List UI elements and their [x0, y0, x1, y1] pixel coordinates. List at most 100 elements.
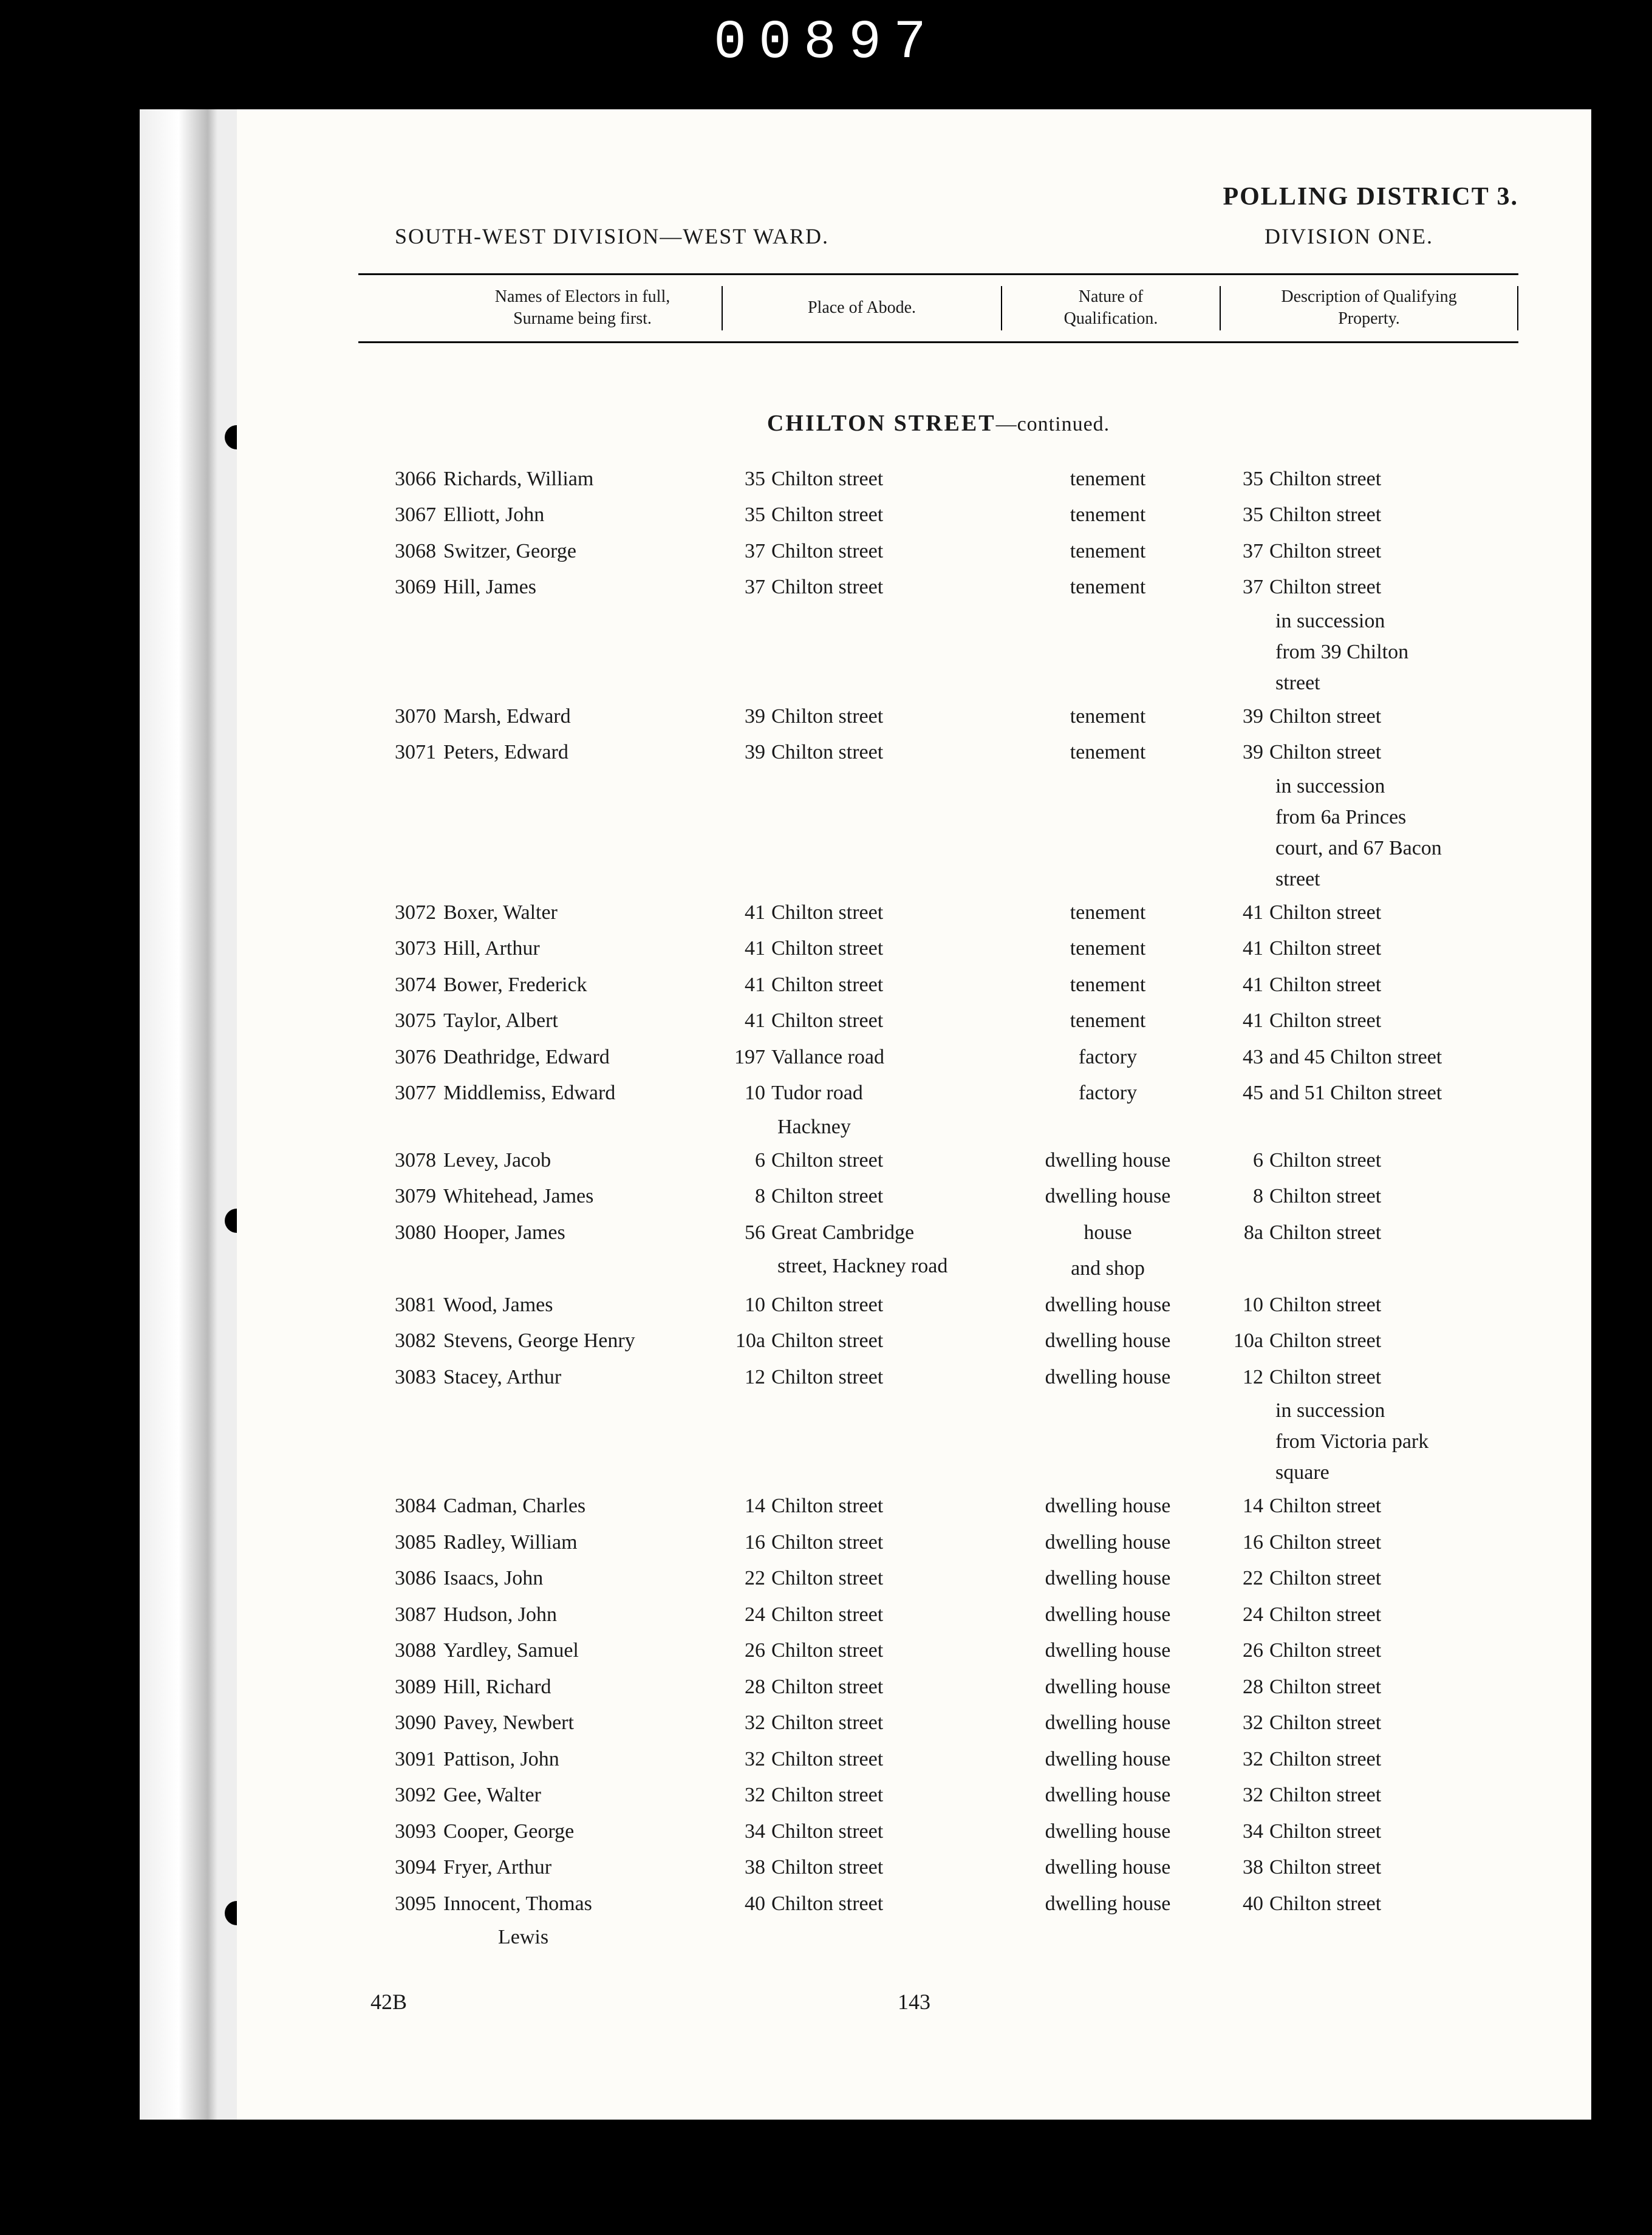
entry-number: 3089	[358, 1669, 443, 1705]
entry-number: 3077	[358, 1075, 443, 1142]
entry-number: 3075	[358, 1003, 443, 1039]
place-of-abode: 10aChilton street	[723, 1323, 1002, 1359]
qualifying-property: 39Chilton street	[1221, 698, 1518, 735]
place-of-abode: 6Chilton street	[723, 1142, 1002, 1179]
qualifying-property: 26Chilton street	[1221, 1633, 1518, 1669]
nature-of-qualification: tenement	[1002, 930, 1221, 967]
nature-of-qualification: tenement	[1002, 1003, 1221, 1039]
property-continuation: in succession	[1221, 771, 1511, 802]
place-of-abode: 56Great Cambridgestreet, Hackney road	[723, 1215, 1002, 1287]
place-of-abode: 38Chilton street	[723, 1849, 1002, 1886]
qualifying-property: 8Chilton street	[1221, 1178, 1518, 1215]
nature-of-qualification: dwelling house	[1002, 1323, 1221, 1359]
qualifying-property: 37Chilton street	[1221, 533, 1518, 570]
entry-number: 3080	[358, 1215, 443, 1287]
electoral-register: 3066Richards, William35Chilton streetten…	[358, 461, 1518, 1953]
entry-number: 3082	[358, 1323, 443, 1359]
qualifying-property: 35Chilton street	[1221, 497, 1518, 533]
property-continuation: from 39 Chilton	[1221, 636, 1511, 667]
qualifying-property: 41Chilton street	[1221, 1003, 1518, 1039]
nature-of-qualification: dwelling house	[1002, 1814, 1221, 1850]
continued-label: —continued.	[996, 413, 1110, 435]
qualifying-property: 6Chilton street	[1221, 1142, 1518, 1179]
place-of-abode: 41Chilton street	[723, 895, 1002, 931]
page-footer: 42B 143	[358, 1989, 1518, 2015]
entry-number: 3071	[358, 734, 443, 895]
entry-number: 3068	[358, 533, 443, 570]
elector-name: Fryer, Arthur	[443, 1849, 723, 1886]
qualifying-property: 22Chilton street	[1221, 1560, 1518, 1597]
qualifying-property: 8aChilton street	[1221, 1215, 1518, 1287]
entry-number: 3087	[358, 1597, 443, 1633]
nature-of-qualification: dwelling house	[1002, 1886, 1221, 1953]
place-of-abode: 14Chilton street	[723, 1488, 1002, 1524]
abode-continuation: Hackney	[723, 1111, 995, 1142]
qualifying-property: 39Chilton streetin successionfrom 6a Pri…	[1221, 734, 1518, 895]
place-of-abode: 37Chilton street	[723, 533, 1002, 570]
entry-number: 3094	[358, 1849, 443, 1886]
qualifying-property: 37Chilton streetin successionfrom 39 Chi…	[1221, 569, 1518, 698]
place-of-abode: 39Chilton street	[723, 698, 1002, 735]
qualifying-property: 24Chilton street	[1221, 1597, 1518, 1633]
nature-of-qualification: tenement	[1002, 497, 1221, 533]
elector-name: Isaacs, John	[443, 1560, 723, 1597]
place-of-abode: 34Chilton street	[723, 1814, 1002, 1850]
entry-number: 3070	[358, 698, 443, 735]
elector-name: Peters, Edward	[443, 734, 723, 895]
elector-name: Hill, Arthur	[443, 930, 723, 967]
nature-of-qualification: dwelling house	[1002, 1741, 1221, 1778]
place-of-abode: 41Chilton street	[723, 967, 1002, 1003]
property-continuation: in succession	[1221, 1395, 1511, 1426]
elector-name: Radley, William	[443, 1524, 723, 1561]
entry-number: 3081	[358, 1287, 443, 1323]
column-headers: Names of Electors in full, Surname being…	[358, 273, 1518, 343]
page-number: 143	[898, 1989, 930, 2015]
place-of-abode: 10Chilton street	[723, 1287, 1002, 1323]
nature-of-qualification: dwelling house	[1002, 1633, 1221, 1669]
nature-of-qualification: dwelling house	[1002, 1777, 1221, 1814]
elector-name: Hudson, John	[443, 1597, 723, 1633]
division-ward: SOUTH-WEST DIVISION—WEST WARD.	[395, 224, 829, 249]
place-of-abode: 32Chilton street	[723, 1741, 1002, 1778]
entry-number: 3095	[358, 1886, 443, 1953]
qualifying-property: 40Chilton street	[1221, 1886, 1518, 1953]
elector-name: Elliott, John	[443, 497, 723, 533]
entry-number: 3090	[358, 1705, 443, 1741]
nature-of-qualification: dwelling house	[1002, 1524, 1221, 1561]
place-of-abode: 35Chilton street	[723, 497, 1002, 533]
property-continuation: street	[1221, 864, 1511, 895]
qualifying-property: 10aChilton street	[1221, 1323, 1518, 1359]
entry-number: 3076	[358, 1039, 443, 1076]
property-continuation: square	[1221, 1457, 1511, 1488]
qualification-continuation: and shop	[1002, 1251, 1213, 1287]
qualifying-property: 41Chilton street	[1221, 895, 1518, 931]
qualifying-property: 28Chilton street	[1221, 1669, 1518, 1705]
nature-of-qualification: tenement	[1002, 461, 1221, 497]
place-of-abode: 40Chilton street	[723, 1886, 1002, 1953]
elector-name: Taylor, Albert	[443, 1003, 723, 1039]
col-header-property: Description of Qualifying Property.	[1221, 286, 1518, 330]
elector-name: Pattison, John	[443, 1741, 723, 1778]
property-continuation: in succession	[1221, 606, 1511, 636]
elector-name: Cadman, Charles	[443, 1488, 723, 1524]
col-header-blank	[358, 286, 443, 330]
place-of-abode: 26Chilton street	[723, 1633, 1002, 1669]
nature-of-qualification: houseand shop	[1002, 1215, 1221, 1287]
signature-mark: 42B	[370, 1989, 407, 2015]
place-of-abode: 41Chilton street	[723, 930, 1002, 967]
place-of-abode: 197Vallance road	[723, 1039, 1002, 1076]
elector-name: Bower, Frederick	[443, 967, 723, 1003]
place-of-abode: 28Chilton street	[723, 1669, 1002, 1705]
qualifying-property: 10Chilton street	[1221, 1287, 1518, 1323]
qualifying-property: 14Chilton street	[1221, 1488, 1518, 1524]
place-of-abode: 24Chilton street	[723, 1597, 1002, 1633]
frame-number: 00897	[714, 12, 938, 74]
elector-name: Stevens, George Henry	[443, 1323, 723, 1359]
qualifying-property: 32Chilton street	[1221, 1741, 1518, 1778]
entry-number: 3091	[358, 1741, 443, 1778]
nature-of-qualification: tenement	[1002, 967, 1221, 1003]
elector-name: Wood, James	[443, 1287, 723, 1323]
entry-number: 3069	[358, 569, 443, 698]
place-of-abode: 35Chilton street	[723, 461, 1002, 497]
qualifying-property: 32Chilton street	[1221, 1777, 1518, 1814]
